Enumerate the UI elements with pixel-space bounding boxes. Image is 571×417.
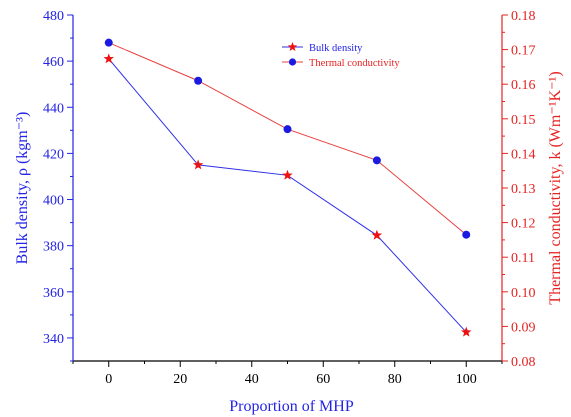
left-y-tick-label: 400 (43, 194, 64, 209)
left-y-tick-label: 440 (43, 101, 64, 116)
bulk-density-point (371, 229, 383, 240)
right-y-tick-label: 0.14 (511, 147, 536, 162)
legend-bulk-density-label: Bulk density (309, 43, 363, 54)
axes: 0 20 40 60 80 100 340 360 380 400 420 440 460 480 0.08… (14, 9, 564, 415)
legend-thermal-marker (288, 58, 297, 66)
thermal-conductivity-point (194, 76, 203, 85)
bulk-density-line (108, 58, 467, 333)
right-y-tick-label: 0.10 (511, 286, 536, 301)
legend-bulk-density-marker (287, 42, 298, 52)
right-y-tick-label: 0.08 (511, 355, 536, 370)
right-y-tick-label: 0.13 (511, 182, 536, 197)
bulk-density-point (192, 159, 204, 170)
series-markers (103, 38, 472, 337)
thermal-conductivity-line (108, 42, 467, 236)
bulk-density-point (461, 326, 472, 337)
thermal-conductivity-point (462, 230, 471, 239)
bulk-density-point (103, 53, 114, 64)
x-tick-label: 60 (316, 372, 330, 387)
x-tick-label: 80 (388, 372, 402, 387)
left-y-tick-label: 420 (43, 147, 64, 162)
right-y-tick-label: 0.16 (511, 78, 536, 93)
legend: Bulk density Thermal conductivity (282, 42, 400, 69)
thermal-conductivity-point (283, 125, 292, 134)
left-y-tick-label: 480 (43, 9, 64, 24)
left-y-tick-label: 360 (43, 286, 64, 301)
right-y-tick-label: 0.11 (511, 251, 535, 266)
x-tick-label: 40 (245, 372, 259, 387)
right-y-tick-label: 0.09 (511, 320, 536, 335)
left-y-axis-title: Bulk density, ρ (kgm⁻³) (14, 112, 31, 265)
x-tick-label: 0 (105, 372, 112, 387)
left-y-tick-label: 340 (43, 332, 64, 347)
thermal-conductivity-point (104, 38, 113, 47)
right-y-tick-label: 0.15 (511, 113, 536, 128)
legend-thermal-label: Thermal conductivity (309, 58, 400, 69)
right-y-axis-title: Thermal conductivity, k (Wm⁻¹K⁻¹) (547, 71, 564, 304)
bulk-density-point (282, 169, 293, 180)
left-y-tick-label: 380 (43, 240, 64, 255)
series-lines (108, 42, 467, 333)
left-y-tick-label: 460 (43, 55, 64, 70)
right-y-tick-label: 0.12 (511, 217, 536, 232)
x-tick-label: 100 (456, 372, 477, 387)
thermal-conductivity-point (372, 156, 381, 165)
right-y-tick-label: 0.17 (511, 44, 536, 59)
x-tick-label: 20 (173, 372, 187, 387)
right-y-tick-label: 0.18 (511, 9, 536, 24)
x-axis-title: Proportion of MHP (229, 398, 354, 415)
